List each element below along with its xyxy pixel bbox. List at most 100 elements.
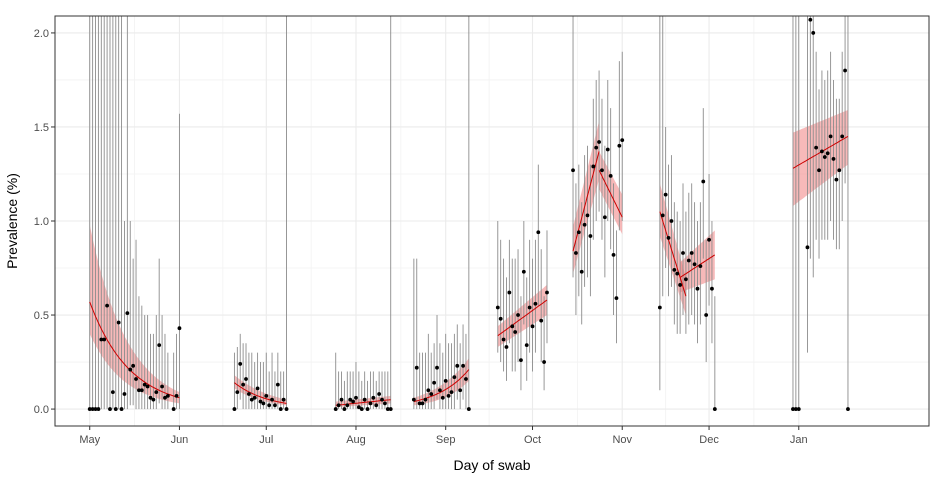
data-point	[438, 388, 442, 393]
data-point	[516, 313, 520, 317]
data-point	[837, 168, 842, 173]
data-point	[542, 360, 546, 364]
data-point	[348, 397, 353, 402]
data-point	[238, 362, 243, 366]
data-point	[110, 390, 115, 395]
y-tick-label: 1.5	[34, 122, 49, 134]
data-point	[524, 343, 529, 348]
data-point	[605, 147, 610, 152]
fit-band	[793, 110, 848, 206]
data-point	[507, 290, 512, 295]
data-point	[351, 399, 355, 404]
data-point	[249, 397, 254, 402]
data-point	[90, 407, 95, 411]
data-point	[255, 386, 260, 391]
data-point	[235, 390, 240, 395]
data-point	[614, 296, 619, 301]
data-point	[380, 397, 384, 402]
data-point	[154, 390, 159, 395]
data-point	[281, 397, 286, 402]
data-point	[811, 31, 816, 35]
data-point	[270, 397, 274, 402]
data-point	[244, 377, 248, 381]
data-point	[805, 245, 810, 250]
data-point	[455, 363, 460, 368]
error-bars	[89, 16, 849, 410]
data-point	[449, 390, 454, 395]
data-point	[145, 384, 150, 389]
data-point	[163, 395, 167, 400]
data-point	[429, 392, 434, 396]
fit-line	[679, 254, 716, 278]
data-point	[545, 290, 549, 295]
data-point	[521, 269, 526, 274]
data-point	[420, 401, 425, 406]
data-point	[423, 397, 428, 402]
data-point	[458, 388, 463, 393]
fit-band	[659, 183, 686, 315]
data-point	[808, 17, 813, 22]
data-point	[530, 324, 535, 329]
data-point	[840, 134, 845, 139]
data-point	[99, 337, 104, 342]
data-point	[374, 403, 379, 408]
data-point	[594, 145, 599, 150]
data-point	[165, 394, 170, 398]
fit-line	[659, 211, 687, 297]
y-tick-label: 2.0	[34, 28, 49, 40]
data-point	[611, 252, 616, 257]
data-point	[261, 401, 266, 406]
data-point	[710, 286, 714, 291]
data-point	[177, 326, 182, 331]
data-point	[108, 407, 112, 411]
data-point	[264, 394, 269, 398]
data-point	[461, 363, 465, 368]
data-point	[411, 397, 416, 402]
data-point	[339, 397, 344, 402]
data-point	[796, 407, 801, 411]
data-point	[385, 407, 390, 411]
data-point	[417, 401, 422, 406]
data-point	[464, 377, 468, 381]
data-point	[791, 407, 795, 411]
data-point	[171, 407, 176, 411]
data-point	[519, 358, 523, 363]
data-point	[663, 192, 668, 197]
data-point	[600, 168, 604, 173]
data-point	[657, 305, 662, 310]
data-point	[273, 403, 277, 408]
data-point	[669, 219, 674, 223]
data-point	[712, 407, 717, 411]
data-point	[443, 378, 448, 383]
data-point	[371, 395, 376, 400]
data-point	[513, 330, 518, 334]
x-tick-label: Jan	[790, 434, 808, 446]
data-point	[275, 382, 280, 387]
x-tick-label: Nov	[612, 434, 632, 446]
fit-band	[413, 358, 469, 406]
data-point	[681, 251, 685, 255]
data-point	[440, 395, 445, 400]
data-point	[504, 345, 509, 349]
data-point	[258, 399, 263, 404]
x-axis-title: Day of swab	[453, 457, 530, 473]
data-point	[452, 375, 457, 380]
data-point	[333, 407, 338, 411]
data-point	[582, 222, 587, 227]
data-point	[498, 316, 503, 321]
data-point	[591, 164, 596, 169]
fit-line	[572, 151, 600, 252]
data-point	[267, 403, 272, 408]
data-point	[105, 303, 109, 308]
data-point	[116, 320, 121, 325]
data-point	[608, 173, 613, 178]
data-point	[388, 407, 393, 411]
data-point	[536, 230, 541, 235]
data-point	[241, 382, 246, 387]
data-point	[822, 155, 827, 159]
data-point	[359, 407, 364, 411]
fit-band	[234, 375, 287, 406]
data-point	[620, 138, 625, 143]
data-point	[602, 215, 607, 220]
